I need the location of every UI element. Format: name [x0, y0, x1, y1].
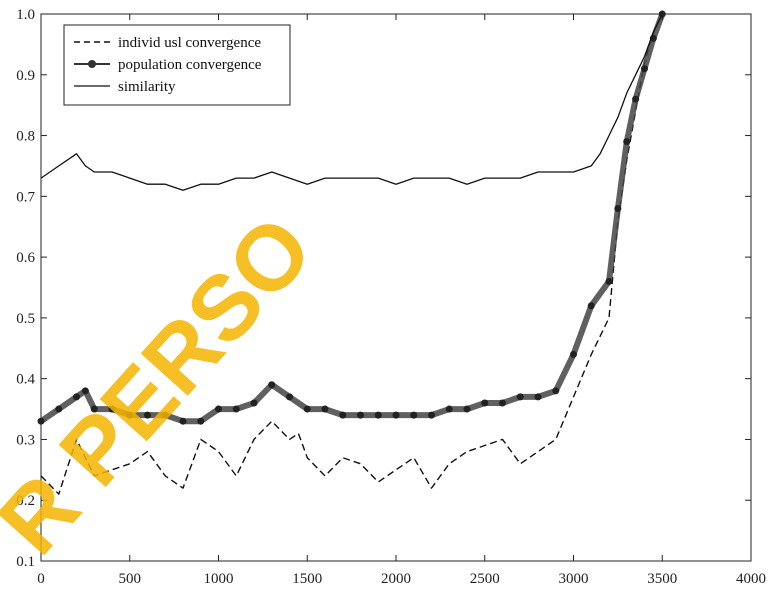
x-tick-label: 0 — [37, 571, 45, 587]
legend-marker-population — [88, 60, 96, 68]
population-point — [375, 412, 382, 419]
x-tick-label: 2000 — [381, 571, 411, 587]
population-point — [623, 138, 630, 145]
population-point — [464, 406, 471, 413]
population-point — [393, 412, 400, 419]
population-point — [517, 393, 524, 400]
population-point — [286, 393, 293, 400]
legend-label-similarity: similarity — [118, 79, 176, 95]
population-point — [215, 406, 222, 413]
x-tick-label: 1000 — [204, 571, 234, 587]
y-tick-label: 0.1 — [16, 554, 35, 570]
population-point — [38, 418, 45, 425]
x-tick-label: 1500 — [292, 571, 322, 587]
population-point — [357, 412, 364, 419]
population-point — [410, 412, 417, 419]
population-point — [233, 406, 240, 413]
population-point — [614, 205, 621, 212]
population-point — [535, 393, 542, 400]
x-tick-label: 3500 — [647, 571, 677, 587]
population-point — [55, 406, 62, 413]
population-point — [304, 406, 311, 413]
population-point — [268, 381, 275, 388]
population-point — [641, 65, 648, 72]
population-point — [251, 399, 258, 406]
population-point — [481, 399, 488, 406]
x-tick-label: 500 — [119, 571, 142, 587]
x-tick-label: 2500 — [470, 571, 500, 587]
population-point — [339, 412, 346, 419]
population-point — [322, 406, 329, 413]
population-point — [588, 302, 595, 309]
population-point — [606, 278, 613, 285]
y-tick-label: 0.7 — [16, 189, 35, 205]
y-tick-label: 0.9 — [16, 68, 35, 84]
population-point — [197, 418, 204, 425]
legend-label-population: population convergence — [118, 57, 262, 73]
y-tick-label: 0.6 — [16, 250, 35, 266]
x-tick-label: 4000 — [736, 571, 766, 587]
x-tick-label: 3000 — [559, 571, 589, 587]
y-tick-label: 0.4 — [16, 372, 35, 388]
population-point — [570, 351, 577, 358]
y-tick-label: 1.0 — [16, 7, 35, 23]
legend: individ usl convergence population conve… — [64, 25, 290, 105]
y-tick-label: 0.8 — [16, 129, 35, 145]
population-point — [632, 96, 639, 103]
y-tick-label: 0.5 — [16, 311, 35, 327]
population-point — [552, 387, 559, 394]
population-point — [499, 399, 506, 406]
population-point — [428, 412, 435, 419]
legend-label-individual: individ usl convergence — [118, 35, 261, 51]
population-point — [446, 406, 453, 413]
